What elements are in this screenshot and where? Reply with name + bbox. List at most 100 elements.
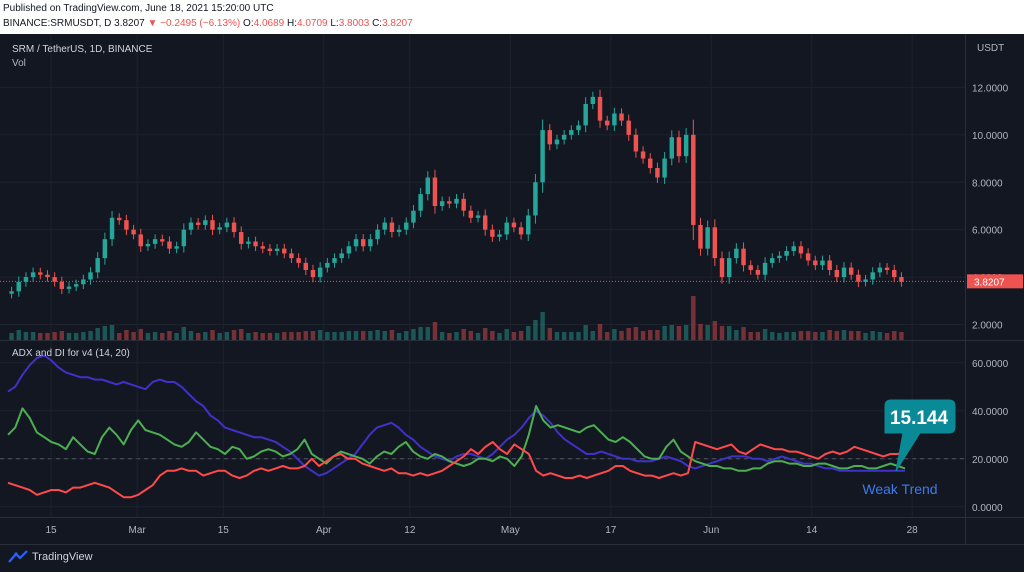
volume-bar xyxy=(447,333,452,340)
volume-bar xyxy=(834,331,840,340)
candle-body xyxy=(353,239,359,247)
adx-line xyxy=(7,354,905,477)
volume-bar xyxy=(612,329,617,340)
volume-bar xyxy=(561,332,567,340)
candle-body xyxy=(662,158,667,178)
volume-bar xyxy=(770,332,775,340)
volume-bar xyxy=(705,325,710,340)
volume-bar xyxy=(16,330,21,340)
volume-bar xyxy=(253,332,258,340)
candle-body xyxy=(554,139,560,145)
candle-body xyxy=(561,134,567,140)
adx-tick-label: 20.0000 xyxy=(972,455,1009,466)
candle-body xyxy=(181,229,187,247)
candle-body xyxy=(583,104,588,126)
candle-body xyxy=(798,246,804,254)
candle-body xyxy=(841,267,847,278)
candle-body xyxy=(418,194,423,211)
volume-label: Vol xyxy=(12,58,26,69)
volume-bar xyxy=(648,330,653,340)
volume-bar xyxy=(726,326,732,340)
candle-body xyxy=(224,222,230,228)
candle-body xyxy=(246,241,251,244)
candle-body xyxy=(626,120,631,135)
candle-body xyxy=(267,248,273,252)
di-minus-line xyxy=(7,441,906,499)
price-tick-label: 12.0000 xyxy=(972,83,1009,94)
volume-bar xyxy=(784,332,789,340)
candle-body xyxy=(848,267,854,275)
volume-bar xyxy=(590,331,596,340)
candle-body xyxy=(547,130,553,145)
candle-body xyxy=(863,279,868,282)
volume-bar xyxy=(167,331,172,340)
candle-body xyxy=(167,241,172,249)
candle-body xyxy=(188,222,194,230)
published-note: Published on TradingView.com, June 18, 2… xyxy=(3,3,274,14)
volume-bar xyxy=(52,332,57,340)
volume-bar xyxy=(805,331,811,340)
candle-body xyxy=(676,137,682,157)
volume-bar xyxy=(117,333,122,340)
volume-bar xyxy=(152,332,158,340)
chart-svg[interactable]: 2.00004.00006.00008.000010.000012.00000.… xyxy=(0,34,1024,544)
candle-body xyxy=(468,210,474,218)
volume-bar xyxy=(310,331,316,340)
volume-bar xyxy=(518,331,524,340)
volume-bar xyxy=(748,332,753,340)
volume-bar xyxy=(712,321,718,340)
volume-bar xyxy=(583,325,588,340)
volume-bar xyxy=(88,331,93,340)
volume-bar xyxy=(238,329,244,340)
candle-body xyxy=(490,229,495,237)
publish-header: Published on TradingView.com, June 18, 2… xyxy=(0,0,1024,34)
candle-body xyxy=(511,222,517,228)
volume-bar xyxy=(246,333,251,340)
volume-bar xyxy=(317,330,323,340)
volume-bar xyxy=(195,333,201,340)
candle-body xyxy=(569,130,574,135)
candle-body xyxy=(698,224,703,249)
volume-bar xyxy=(813,332,818,340)
last-price: 3.8207 xyxy=(114,18,145,29)
candle-body xyxy=(95,258,100,273)
footer-bar: TradingView xyxy=(0,544,1024,572)
tradingview-logo[interactable]: TradingView xyxy=(8,550,93,564)
price-change: −0.2495 (−6.13%) xyxy=(160,18,241,29)
callout-value: 15.144 xyxy=(890,408,949,429)
candle-body xyxy=(124,220,129,230)
volume-bar xyxy=(282,332,287,340)
symbol-label: BINANCE:SRMUSDT, D xyxy=(3,18,112,29)
candle-body xyxy=(404,222,409,230)
candle-body xyxy=(526,215,531,235)
time-tick-label: 15 xyxy=(218,525,230,536)
volume-bar xyxy=(346,331,352,340)
volume-bar xyxy=(691,296,696,340)
volume-bar xyxy=(66,333,72,340)
volume-bar xyxy=(368,331,373,340)
volume-bar xyxy=(719,326,725,340)
candle-body xyxy=(755,269,761,275)
volume-bar xyxy=(160,333,165,340)
volume-bar xyxy=(439,332,445,340)
candle-body xyxy=(109,217,115,240)
volume-bar xyxy=(762,329,768,340)
volume-bar xyxy=(425,327,431,340)
volume-bar xyxy=(841,330,847,340)
price-tick-label: 10.0000 xyxy=(972,131,1009,142)
ohlc-readout: BINANCE:SRMUSDT, D 3.8207 ▼ −0.2495 (−6.… xyxy=(3,17,413,30)
candle-body xyxy=(102,239,108,259)
volume-bar xyxy=(217,333,222,340)
candle-body xyxy=(892,269,897,278)
chart-area[interactable]: 2.00004.00006.00008.000010.000012.00000.… xyxy=(0,34,1024,544)
current-price-tag xyxy=(967,274,1023,289)
volume-bar xyxy=(109,325,115,340)
candle-body xyxy=(475,215,481,218)
volume-bar xyxy=(662,326,667,340)
candle-body xyxy=(289,253,294,259)
volume-bar xyxy=(870,331,875,340)
volume-bar xyxy=(554,332,560,340)
time-tick-label: 15 xyxy=(45,525,57,536)
adx-tick-label: 60.0000 xyxy=(972,359,1009,370)
adx-tick-label: 0.0000 xyxy=(972,503,1003,514)
